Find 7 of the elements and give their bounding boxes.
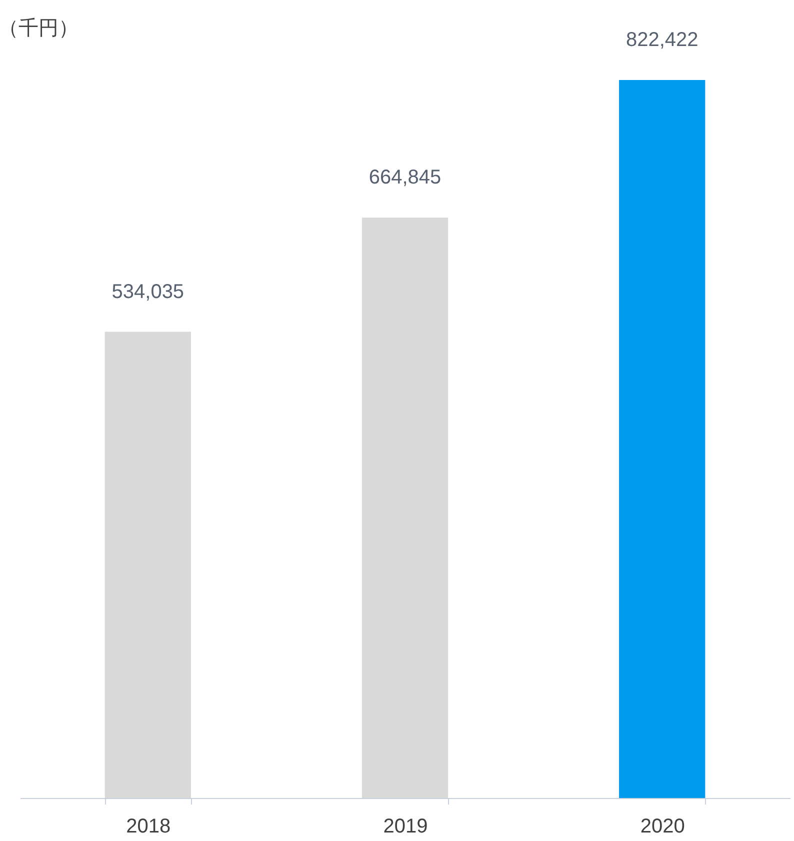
x-tick-label: 2020 xyxy=(640,816,685,838)
x-tick-label: 2019 xyxy=(383,816,428,838)
data-label: 822,422 xyxy=(626,29,698,51)
y-axis-title: （千円） xyxy=(0,18,78,40)
data-label: 534,035 xyxy=(112,280,184,303)
x-tick-label: 2018 xyxy=(126,816,171,838)
data-label: 664,845 xyxy=(368,166,442,189)
